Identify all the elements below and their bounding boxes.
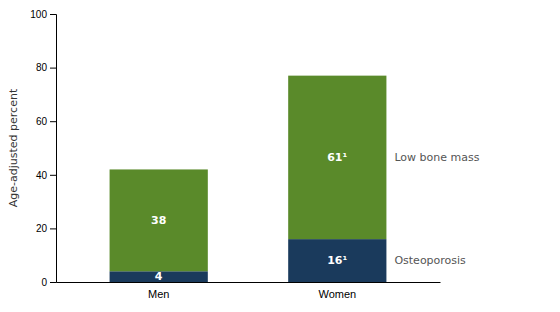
- tick-mark: [50, 68, 56, 69]
- tick: Men: [148, 282, 169, 300]
- tick-label: Women: [318, 288, 356, 300]
- tick: 100: [30, 9, 56, 20]
- tick: 20: [36, 223, 56, 234]
- y-axis: 0 20 40 60 80 100: [30, 9, 56, 288]
- tick-label: 100: [30, 9, 47, 20]
- x-axis: Men Women: [57, 282, 441, 300]
- tick-mark: [50, 282, 56, 283]
- tick: 0: [41, 277, 56, 288]
- bar: [110, 169, 208, 271]
- tick-label: 40: [36, 170, 48, 181]
- axis-line: [57, 282, 441, 283]
- data-label: 61¹: [327, 151, 347, 164]
- data-label: 16¹: [327, 254, 347, 267]
- series-labels: Osteoporosis Low bone mass: [394, 151, 479, 267]
- bars: [110, 76, 387, 282]
- series-label: Low bone mass: [394, 151, 479, 164]
- series-label: Osteoporosis: [394, 254, 466, 267]
- tick-mark: [50, 228, 56, 229]
- data-label: 4: [155, 270, 163, 283]
- tick-mark: [50, 175, 56, 176]
- tick: Women: [318, 282, 356, 300]
- tick-mark: [50, 121, 56, 122]
- bar: [288, 76, 386, 239]
- tick: 60: [36, 116, 56, 127]
- chart: 0 20 40 60 80 100 Men Women 4 16¹ 38 61¹ Osteoporosi…: [0, 0, 560, 312]
- tick: 40: [36, 170, 56, 181]
- bar: [288, 239, 386, 282]
- tick-mark: [50, 14, 56, 15]
- tick-label: 20: [36, 223, 48, 234]
- y-axis-title: Age-adjusted percent: [7, 88, 20, 207]
- tick-label: Men: [148, 288, 169, 300]
- axis-line: [50, 15, 57, 283]
- data-label: 38: [151, 214, 166, 227]
- tick: 80: [36, 62, 56, 73]
- data-labels: 4 16¹ 38 61¹: [151, 151, 347, 283]
- tick-label: 80: [36, 62, 48, 73]
- plot: 0 20 40 60 80 100 Men Women 4 16¹ 38 61¹ Osteoporosi…: [30, 9, 479, 300]
- tick-label: 60: [36, 116, 48, 127]
- tick-label: 0: [41, 277, 47, 288]
